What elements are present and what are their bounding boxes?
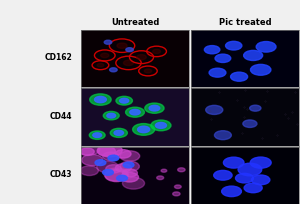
Circle shape [236,173,253,183]
Circle shape [80,166,98,175]
Circle shape [256,42,276,52]
Circle shape [100,53,109,58]
Circle shape [214,131,231,140]
Circle shape [161,169,167,172]
Circle shape [97,161,119,173]
Circle shape [151,120,171,131]
Circle shape [90,94,111,105]
Circle shape [133,124,155,135]
Circle shape [250,157,271,168]
Text: CD44: CD44 [50,112,72,121]
Circle shape [214,170,232,180]
Circle shape [95,160,106,165]
Circle shape [138,126,150,133]
Circle shape [238,163,262,176]
Circle shape [116,164,131,172]
Circle shape [122,177,145,189]
Circle shape [78,144,100,155]
Circle shape [106,165,122,173]
Circle shape [117,43,127,48]
Circle shape [145,103,164,113]
Circle shape [110,128,128,137]
Circle shape [137,55,146,60]
Circle shape [123,162,134,168]
Circle shape [104,168,129,181]
Circle shape [123,60,134,66]
Circle shape [251,175,270,185]
Text: Untreated: Untreated [112,18,160,27]
Circle shape [126,107,144,117]
Circle shape [97,63,104,67]
Circle shape [155,122,167,128]
Circle shape [206,105,223,114]
Circle shape [250,64,271,75]
Circle shape [104,40,112,44]
Circle shape [105,170,128,182]
Circle shape [122,169,137,177]
Circle shape [89,131,105,139]
Circle shape [215,54,231,62]
Text: CD162: CD162 [44,53,72,62]
Circle shape [97,146,115,156]
Circle shape [144,69,152,73]
Circle shape [173,192,180,196]
Circle shape [103,152,118,161]
Circle shape [126,48,134,52]
Circle shape [80,148,94,155]
Circle shape [250,105,261,111]
Circle shape [130,109,140,115]
Circle shape [107,113,116,118]
Circle shape [120,161,140,172]
Circle shape [226,41,242,50]
Circle shape [157,176,164,180]
Circle shape [117,175,128,181]
Circle shape [231,72,248,81]
Circle shape [243,120,257,128]
Circle shape [108,155,119,161]
Circle shape [244,50,262,61]
Text: CD43: CD43 [50,170,72,179]
Circle shape [114,130,124,135]
Circle shape [178,168,185,172]
Circle shape [103,170,113,175]
Circle shape [209,68,226,77]
Circle shape [98,144,122,157]
Circle shape [93,133,102,137]
Circle shape [153,49,160,53]
Circle shape [222,186,242,197]
Circle shape [120,98,129,103]
Circle shape [116,96,133,105]
Circle shape [82,154,103,166]
Circle shape [244,183,262,193]
Circle shape [175,185,181,188]
Circle shape [121,172,139,182]
Circle shape [224,157,244,168]
Circle shape [94,96,106,103]
Text: Pic treated: Pic treated [219,18,272,27]
Circle shape [149,105,160,111]
Circle shape [204,45,220,54]
Circle shape [103,111,119,120]
Circle shape [115,150,131,158]
Circle shape [110,68,117,72]
Circle shape [120,151,140,161]
